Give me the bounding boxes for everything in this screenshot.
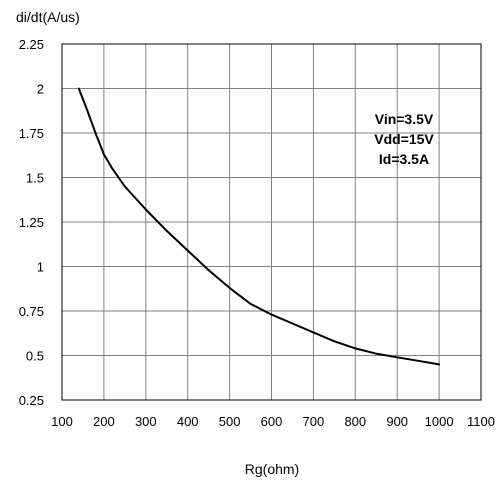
series-group	[77, 87, 441, 366]
annotation-vdd: Vdd=15V	[374, 131, 434, 147]
plot-frame	[61, 43, 482, 401]
x-tick-label: 600	[261, 414, 283, 429]
x-axis-label: Rg(ohm)	[245, 461, 299, 477]
y-tick-label: 0.75	[19, 304, 44, 319]
x-tick-label: 800	[344, 414, 366, 429]
x-tick-label: 700	[303, 414, 325, 429]
y-tick-label: 2.25	[19, 37, 44, 52]
y-tick-label: 2	[37, 82, 44, 97]
y-tick-label: 1.5	[26, 171, 44, 186]
annotation-id: Id=3.5A	[379, 151, 429, 167]
x-tick-label: 500	[219, 414, 241, 429]
y-tick-label: 0.5	[26, 349, 44, 364]
series-line-0	[77, 87, 441, 366]
x-tick-label: 200	[93, 414, 115, 429]
x-tick-labels: 100 200 300 400 500 600 700 800 900 1000 1100	[51, 414, 495, 429]
x-tick-label: 1100	[467, 414, 495, 429]
x-tick-label: 100	[51, 414, 73, 429]
x-tick-label: 300	[135, 414, 157, 429]
y-tick-labels: 0.25 0.5 0.75 1 1.25 1.5 1.75 2 2.25	[19, 37, 44, 408]
x-tick-label: 1000	[425, 414, 454, 429]
y-tick-label: 1.75	[19, 126, 44, 141]
y-axis-label: di/dt(A/us)	[16, 9, 80, 25]
y-tick-label: 1.25	[19, 215, 44, 230]
grid	[61, 43, 482, 401]
y-tick-label: 0.25	[19, 393, 44, 408]
y-tick-label: 1	[37, 260, 44, 275]
annotation-vin: Vin=3.5V	[375, 111, 434, 127]
x-tick-label: 900	[386, 414, 408, 429]
x-tick-label: 400	[177, 414, 199, 429]
